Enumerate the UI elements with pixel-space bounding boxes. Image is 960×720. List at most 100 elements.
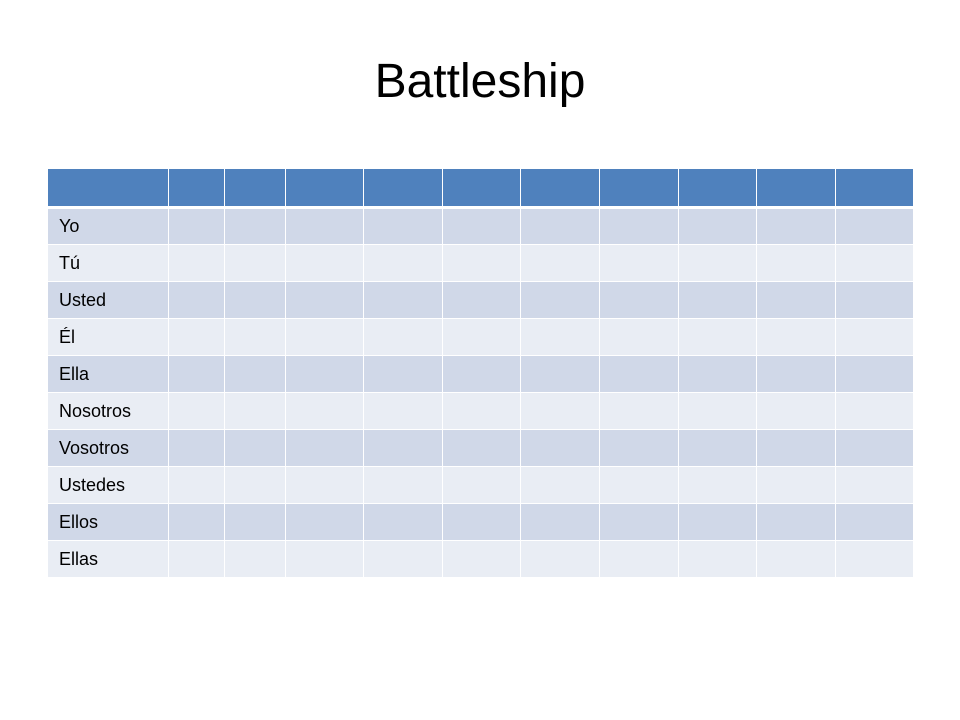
grid-cell[interactable]	[520, 503, 600, 541]
grid-cell[interactable]	[442, 207, 521, 245]
grid-cell[interactable]	[285, 207, 364, 245]
grid-cell[interactable]	[168, 281, 225, 319]
grid-cell[interactable]	[442, 281, 521, 319]
grid-cell[interactable]	[168, 244, 225, 282]
grid-cell[interactable]	[835, 318, 914, 356]
grid-cell[interactable]	[756, 355, 836, 393]
grid-cell[interactable]	[168, 540, 225, 578]
grid-cell[interactable]	[520, 429, 600, 467]
grid-cell[interactable]	[224, 244, 286, 282]
grid-cell[interactable]	[285, 466, 364, 504]
grid-cell[interactable]	[835, 466, 914, 504]
grid-cell[interactable]	[599, 244, 679, 282]
grid-cell[interactable]	[756, 392, 836, 430]
grid-cell[interactable]	[224, 355, 286, 393]
grid-cell[interactable]	[756, 466, 836, 504]
grid-cell[interactable]	[168, 207, 225, 245]
grid-cell[interactable]	[168, 466, 225, 504]
grid-cell[interactable]	[678, 207, 757, 245]
grid-cell[interactable]	[678, 244, 757, 282]
grid-cell[interactable]	[363, 429, 443, 467]
grid-cell[interactable]	[285, 429, 364, 467]
grid-cell[interactable]	[756, 540, 836, 578]
grid-cell[interactable]	[285, 392, 364, 430]
grid-cell[interactable]	[442, 503, 521, 541]
grid-cell[interactable]	[599, 466, 679, 504]
grid-cell[interactable]	[285, 281, 364, 319]
grid-cell[interactable]	[756, 207, 836, 245]
grid-cell[interactable]	[363, 281, 443, 319]
grid-cell[interactable]	[285, 244, 364, 282]
grid-cell[interactable]	[224, 429, 286, 467]
grid-cell[interactable]	[599, 355, 679, 393]
grid-cell[interactable]	[835, 392, 914, 430]
grid-cell[interactable]	[363, 540, 443, 578]
grid-cell[interactable]	[599, 429, 679, 467]
grid-cell[interactable]	[520, 207, 600, 245]
grid-cell[interactable]	[224, 540, 286, 578]
grid-cell[interactable]	[363, 392, 443, 430]
grid-cell[interactable]	[520, 540, 600, 578]
grid-cell[interactable]	[442, 355, 521, 393]
grid-cell[interactable]	[756, 281, 836, 319]
grid-cell[interactable]	[224, 392, 286, 430]
grid-cell[interactable]	[363, 207, 443, 245]
grid-cell[interactable]	[520, 244, 600, 282]
grid-cell[interactable]	[835, 540, 914, 578]
grid-cell[interactable]	[224, 318, 286, 356]
grid-cell[interactable]	[520, 355, 600, 393]
grid-cell[interactable]	[756, 318, 836, 356]
grid-cell[interactable]	[442, 540, 521, 578]
grid-cell[interactable]	[442, 392, 521, 430]
grid-cell[interactable]	[363, 466, 443, 504]
grid-cell[interactable]	[224, 281, 286, 319]
grid-cell[interactable]	[168, 318, 225, 356]
grid-cell[interactable]	[835, 207, 914, 245]
grid-cell[interactable]	[168, 429, 225, 467]
grid-cell[interactable]	[756, 244, 836, 282]
grid-cell[interactable]	[224, 466, 286, 504]
grid-cell[interactable]	[520, 392, 600, 430]
grid-cell[interactable]	[835, 429, 914, 467]
grid-cell[interactable]	[520, 281, 600, 319]
grid-cell[interactable]	[224, 207, 286, 245]
grid-cell[interactable]	[363, 503, 443, 541]
grid-cell[interactable]	[285, 503, 364, 541]
grid-cell[interactable]	[168, 392, 225, 430]
grid-cell[interactable]	[285, 540, 364, 578]
grid-cell[interactable]	[835, 503, 914, 541]
grid-cell[interactable]	[678, 429, 757, 467]
grid-cell[interactable]	[599, 318, 679, 356]
grid-cell[interactable]	[599, 207, 679, 245]
grid-cell[interactable]	[678, 540, 757, 578]
grid-cell[interactable]	[756, 503, 836, 541]
grid-cell[interactable]	[224, 503, 286, 541]
grid-cell[interactable]	[678, 503, 757, 541]
grid-cell[interactable]	[835, 244, 914, 282]
grid-cell[interactable]	[442, 244, 521, 282]
grid-cell[interactable]	[363, 318, 443, 356]
grid-cell[interactable]	[168, 503, 225, 541]
grid-cell[interactable]	[363, 244, 443, 282]
grid-cell[interactable]	[168, 355, 225, 393]
grid-cell[interactable]	[599, 503, 679, 541]
grid-cell[interactable]	[599, 540, 679, 578]
grid-cell[interactable]	[363, 355, 443, 393]
grid-cell[interactable]	[678, 355, 757, 393]
grid-cell[interactable]	[442, 429, 521, 467]
grid-cell[interactable]	[285, 355, 364, 393]
grid-cell[interactable]	[678, 318, 757, 356]
grid-cell[interactable]	[678, 392, 757, 430]
grid-cell[interactable]	[599, 281, 679, 319]
grid-cell[interactable]	[520, 318, 600, 356]
grid-cell[interactable]	[285, 318, 364, 356]
grid-cell[interactable]	[678, 281, 757, 319]
grid-cell[interactable]	[835, 355, 914, 393]
grid-cell[interactable]	[599, 392, 679, 430]
grid-cell[interactable]	[442, 466, 521, 504]
grid-cell[interactable]	[442, 318, 521, 356]
grid-cell[interactable]	[835, 281, 914, 319]
grid-cell[interactable]	[678, 466, 757, 504]
grid-cell[interactable]	[520, 466, 600, 504]
grid-cell[interactable]	[756, 429, 836, 467]
